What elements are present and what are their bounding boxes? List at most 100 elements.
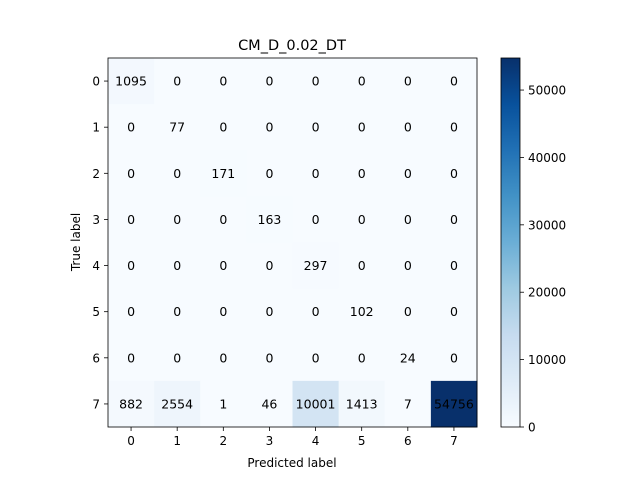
colorbar-tick-label: 10000 — [528, 353, 566, 367]
heatmap-cell — [246, 150, 293, 197]
heatmap-cell — [292, 288, 340, 336]
heatmap-cell — [384, 334, 432, 382]
cell-value-label: 0 — [312, 212, 320, 227]
heatmap-cell — [108, 380, 155, 428]
cell-value-label: 0 — [173, 258, 181, 273]
cell-value-label: 297 — [304, 258, 328, 273]
y-tick-label: 3 — [92, 213, 100, 227]
heatmap-cell — [292, 242, 340, 290]
heatmap-cell — [246, 196, 293, 243]
cell-value-label: 0 — [312, 120, 320, 135]
cell-value-label: 0 — [312, 350, 320, 365]
cell-value-label: 171 — [211, 166, 235, 181]
cell-value-label: 0 — [127, 212, 135, 227]
cell-value-label: 10001 — [296, 396, 336, 411]
heatmap-cell — [384, 58, 432, 105]
heatmap-cell — [292, 334, 340, 382]
cell-value-label: 7 — [404, 396, 412, 411]
cell-value-label: 0 — [219, 120, 227, 135]
heatmap-cell — [108, 150, 155, 197]
heatmap-cell — [246, 288, 293, 336]
cell-value-label: 0 — [450, 258, 458, 273]
x-tick-label: 0 — [127, 434, 135, 448]
heatmap-cell — [292, 196, 340, 243]
heatmap-cell — [200, 288, 247, 336]
heatmap-cell — [108, 288, 155, 336]
heatmap-cell-labels: 1095 0 0 0 0 0 0 0 0 77 0 0 0 0 0 0 0 0 171 0 0 0 0 0 0 0 0 163 0 0 0 0… — [115, 74, 474, 412]
cell-value-label: 54756 — [434, 396, 474, 411]
colorbar-tick-label: 30000 — [528, 218, 566, 232]
colorbar-tick-label: 50000 — [528, 84, 566, 98]
cell-value-label: 102 — [350, 304, 374, 319]
cell-value-label: 0 — [265, 120, 273, 135]
x-tick-label: 5 — [358, 434, 366, 448]
heatmap-cell — [430, 196, 478, 243]
heatmap-cell — [200, 150, 247, 197]
colorbar-tick-label: 20000 — [528, 286, 566, 300]
cell-value-label: 0 — [127, 258, 135, 273]
cell-value-label: 0 — [127, 304, 135, 319]
heatmap-cell — [430, 380, 478, 428]
cell-value-label: 0 — [312, 304, 320, 319]
heatmap-cell — [154, 58, 201, 105]
colorbar-ticks: 0 10000 20000 30000 40000 50000 — [520, 84, 566, 435]
heatmap-cell — [338, 58, 386, 105]
cell-value-label: 0 — [265, 258, 273, 273]
heatmap-cell — [154, 380, 201, 428]
x-tick-label: 2 — [219, 434, 227, 448]
x-tick-label: 1 — [173, 434, 181, 448]
heatmap-cell — [338, 380, 386, 428]
heatmap-cell — [384, 242, 432, 290]
cell-value-label: 0 — [173, 74, 181, 89]
cell-value-label: 0 — [450, 166, 458, 181]
heatmap-cell — [154, 150, 201, 197]
heatmap-cell — [246, 104, 293, 151]
heatmap-cell — [430, 58, 478, 105]
y-axis-ticks: 0 1 2 3 4 5 6 7 — [92, 75, 108, 411]
cell-value-label: 0 — [265, 166, 273, 181]
heatmap-cell — [292, 104, 340, 151]
heatmap-cell — [430, 150, 478, 197]
y-tick-label: 2 — [92, 167, 100, 181]
cell-value-label: 0 — [173, 304, 181, 319]
cell-value-label: 0 — [358, 350, 366, 365]
y-tick-label: 7 — [92, 397, 100, 411]
cell-value-label: 0 — [127, 166, 135, 181]
heatmap-cell — [200, 104, 247, 151]
cell-value-label: 0 — [127, 120, 135, 135]
colorbar-frame — [500, 57, 521, 428]
heatmap-cells — [108, 58, 478, 428]
x-axis-label: Predicted label — [247, 456, 336, 470]
cell-value-label: 0 — [404, 166, 412, 181]
heatmap-cell — [246, 58, 293, 105]
x-tick-label: 7 — [450, 434, 458, 448]
cell-value-label: 0 — [219, 304, 227, 319]
cell-value-label: 0 — [312, 74, 320, 89]
heatmap-cell — [108, 242, 155, 290]
heatmap-cell — [108, 334, 155, 382]
heatmap-cell — [384, 380, 432, 428]
y-axis-label: True label — [69, 213, 83, 272]
cell-value-label: 0 — [358, 166, 366, 181]
heatmap-cell — [384, 196, 432, 243]
cell-value-label: 0 — [358, 258, 366, 273]
cell-value-label: 163 — [258, 212, 282, 227]
cell-value-label: 0 — [450, 74, 458, 89]
x-tick-label: 3 — [266, 434, 274, 448]
cell-value-label: 0 — [173, 350, 181, 365]
cell-value-label: 0 — [450, 120, 458, 135]
heatmap-cell — [200, 58, 247, 105]
heatmap-cell — [384, 288, 432, 336]
cell-value-label: 0 — [450, 304, 458, 319]
y-tick-label: 4 — [92, 259, 100, 273]
heatmap-cell — [384, 150, 432, 197]
chart-title: CM_D_0.02_DT — [238, 38, 346, 54]
heatmap-cell — [246, 380, 293, 428]
heatmap-cell — [292, 58, 340, 105]
heatmap-cell — [430, 334, 478, 382]
cell-value-label: 1 — [219, 396, 227, 411]
plot-frame — [107, 57, 478, 428]
heatmap-cell — [292, 380, 340, 428]
